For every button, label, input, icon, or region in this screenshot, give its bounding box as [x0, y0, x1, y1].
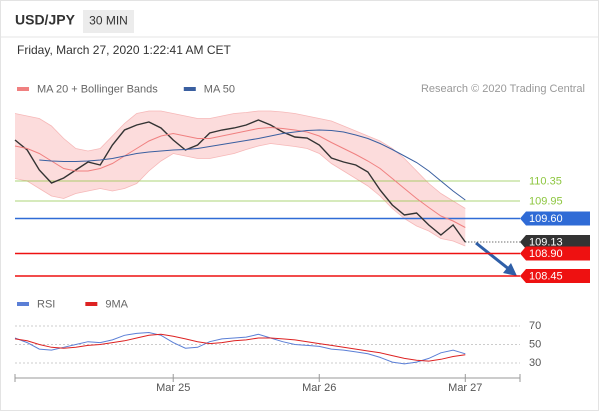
legend-label: 9MA	[105, 298, 128, 310]
x-tick-label: Mar 26	[302, 382, 336, 394]
legend-swatch	[183, 87, 196, 91]
forecast-arrow-head	[503, 263, 517, 276]
timestamp: Friday, March 27, 2020 1:22:41 AM CET	[17, 43, 232, 57]
rsi-line	[14, 331, 466, 365]
y-tick-label: 70	[529, 320, 541, 332]
level-label: 108.45	[529, 270, 563, 282]
ma-line	[39, 129, 466, 201]
level-label-box	[520, 211, 590, 226]
credit: Research © 2020 Trading Central	[421, 83, 585, 95]
y-tick-label: 50	[529, 338, 541, 350]
symbol: USD/JPY	[15, 12, 76, 28]
x-tick-label: Mar 27	[448, 382, 482, 394]
bollinger-lower	[14, 143, 466, 247]
level-label: 109.60	[529, 213, 563, 225]
interval: 30 MIN	[89, 14, 128, 28]
price-line	[14, 119, 466, 243]
level-label-box	[520, 246, 590, 261]
legend-label: RSI	[37, 298, 55, 310]
legend-label: MA 20 + Bollinger Bands	[37, 83, 158, 95]
forecast-arrow	[475, 241, 511, 272]
legend-label: MA 50	[204, 83, 235, 95]
level-label: 109.95	[529, 195, 563, 207]
level-label: 109.13	[529, 236, 563, 248]
y-tick-label: 30	[529, 357, 541, 369]
interval-box	[83, 10, 134, 33]
ma-line	[14, 126, 466, 228]
x-tick-label: Mar 25	[156, 382, 190, 394]
bollinger-band	[15, 111, 466, 246]
level-label-box	[520, 269, 590, 283]
level-label: 110.35	[529, 175, 562, 187]
legend-swatch	[17, 87, 29, 91]
bollinger-upper	[14, 110, 466, 209]
legend-swatch	[17, 302, 29, 306]
level-label-box	[520, 235, 590, 249]
legend-swatch	[85, 302, 98, 306]
rsi-line	[14, 333, 466, 362]
level-label: 108.90	[529, 248, 563, 260]
